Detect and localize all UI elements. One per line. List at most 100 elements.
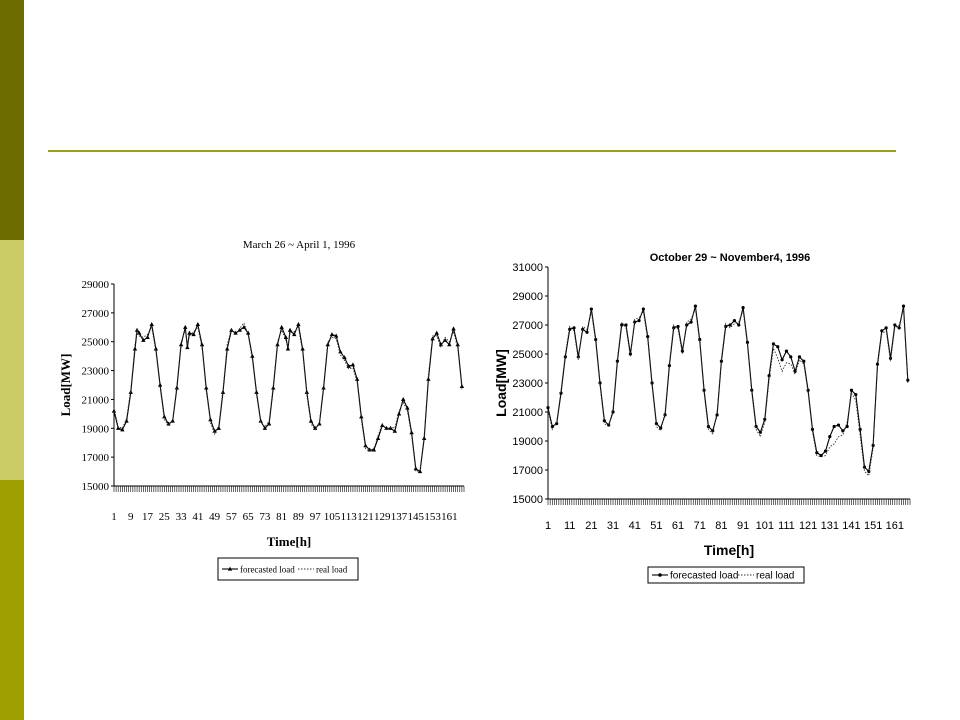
data-point (141, 337, 146, 342)
data-point (346, 363, 351, 368)
data-point (183, 324, 188, 329)
y-tick-label: 15000 (512, 494, 543, 506)
data-point (132, 346, 138, 351)
data-point (906, 378, 910, 382)
data-point (304, 389, 310, 394)
side-bar-middle (0, 240, 24, 480)
data-point (342, 355, 347, 360)
x-tick-label: 25 (159, 511, 171, 523)
data-point (901, 304, 906, 308)
data-point (832, 424, 836, 429)
x-minor-ticks (547, 499, 911, 505)
legend-box (647, 566, 805, 584)
series-line-forecasted-load (547, 305, 909, 473)
y-tick-label: 27000 (82, 308, 110, 320)
side-bar-bottom (0, 480, 24, 720)
data-point (572, 326, 576, 330)
y-tick-label: 25000 (82, 337, 110, 349)
x-tick-label: 89 (293, 511, 305, 523)
data-point (784, 349, 789, 353)
y-tick-label: 17000 (512, 465, 543, 477)
data-point (185, 345, 190, 350)
data-point (823, 449, 828, 453)
y-tick-label: 17000 (82, 452, 110, 464)
x-tick-label: 11 (564, 520, 575, 532)
data-point (771, 342, 776, 346)
load-chart-march: March 26 ~ April 1, 1996 15000 17000 19000 2… (58, 239, 465, 581)
x-tick-label: 51 (650, 520, 662, 532)
data-point (388, 425, 393, 430)
x-tick-label: 41 (192, 511, 203, 523)
data-point (802, 359, 806, 363)
series-line-real-load (113, 322, 463, 473)
data-point (828, 435, 832, 439)
data-point (285, 346, 291, 351)
legend-label-real-load: real load (756, 571, 794, 582)
data-point (275, 342, 280, 347)
x-tick-label: 65 (243, 511, 255, 523)
data-point (208, 417, 213, 422)
y-tick-label: 15000 (82, 481, 110, 493)
data-point (745, 340, 750, 344)
y-tick-label: 29000 (512, 291, 543, 303)
data-point (245, 330, 251, 335)
chart-legend: forecasted load real load (647, 566, 805, 584)
data-point (719, 359, 724, 363)
data-point (750, 388, 754, 392)
x-tick-label: 161 (886, 520, 904, 532)
data-point (417, 469, 423, 474)
data-point (654, 422, 658, 426)
data-point (241, 324, 247, 329)
legend-marker (227, 566, 233, 571)
data-point (880, 329, 884, 333)
legend-box (217, 557, 359, 581)
data-point (594, 337, 598, 342)
y-tick-label: 23000 (512, 378, 543, 390)
x-tick-label: 145 (408, 511, 425, 523)
data-point (585, 330, 589, 334)
x-tick-label: 41 (629, 520, 641, 532)
x-tick-label: 49 (209, 511, 221, 523)
x-tick-label: 153 (424, 511, 441, 523)
x-tick-label: 141 (842, 520, 860, 532)
data-point (589, 307, 593, 311)
x-tick-label: 33 (176, 511, 188, 523)
load-chart-october: October 29 ~ November4, 1996150001700019… (493, 252, 911, 584)
data-point (312, 425, 318, 430)
x-tick-label: 71 (694, 520, 706, 532)
data-point (191, 332, 196, 337)
data-point (396, 411, 402, 416)
data-point (199, 342, 205, 347)
x-tick-label: 97 (310, 511, 322, 523)
x-tick-label: 81 (276, 511, 287, 523)
data-point (546, 406, 550, 410)
data-point (836, 423, 841, 427)
data-point (279, 324, 284, 329)
data-point (149, 322, 154, 326)
data-point (581, 327, 585, 331)
x-tick-label: 161 (441, 511, 458, 523)
data-point (624, 323, 628, 327)
x-tick-label: 137 (391, 511, 408, 523)
data-point (447, 342, 452, 347)
x-tick-label: 57 (226, 511, 238, 523)
data-point (728, 323, 732, 327)
data-point (413, 466, 418, 471)
data-point (897, 326, 901, 330)
x-tick-label: 111 (778, 520, 795, 532)
y-tick-label: 25000 (512, 349, 543, 361)
data-point (283, 334, 289, 339)
x-minor-ticks (113, 486, 465, 492)
data-point (451, 326, 456, 331)
data-point (676, 324, 680, 329)
data-point (195, 322, 201, 326)
data-point (308, 418, 314, 423)
data-point (120, 427, 125, 432)
data-point (409, 430, 414, 435)
x-tick-label: 1 (545, 520, 551, 532)
x-tick-label: 151 (864, 520, 882, 532)
x-tick-label: 105 (324, 511, 341, 523)
data-point (145, 334, 150, 339)
y-tick-label: 23000 (82, 366, 110, 378)
data-point (641, 307, 645, 311)
